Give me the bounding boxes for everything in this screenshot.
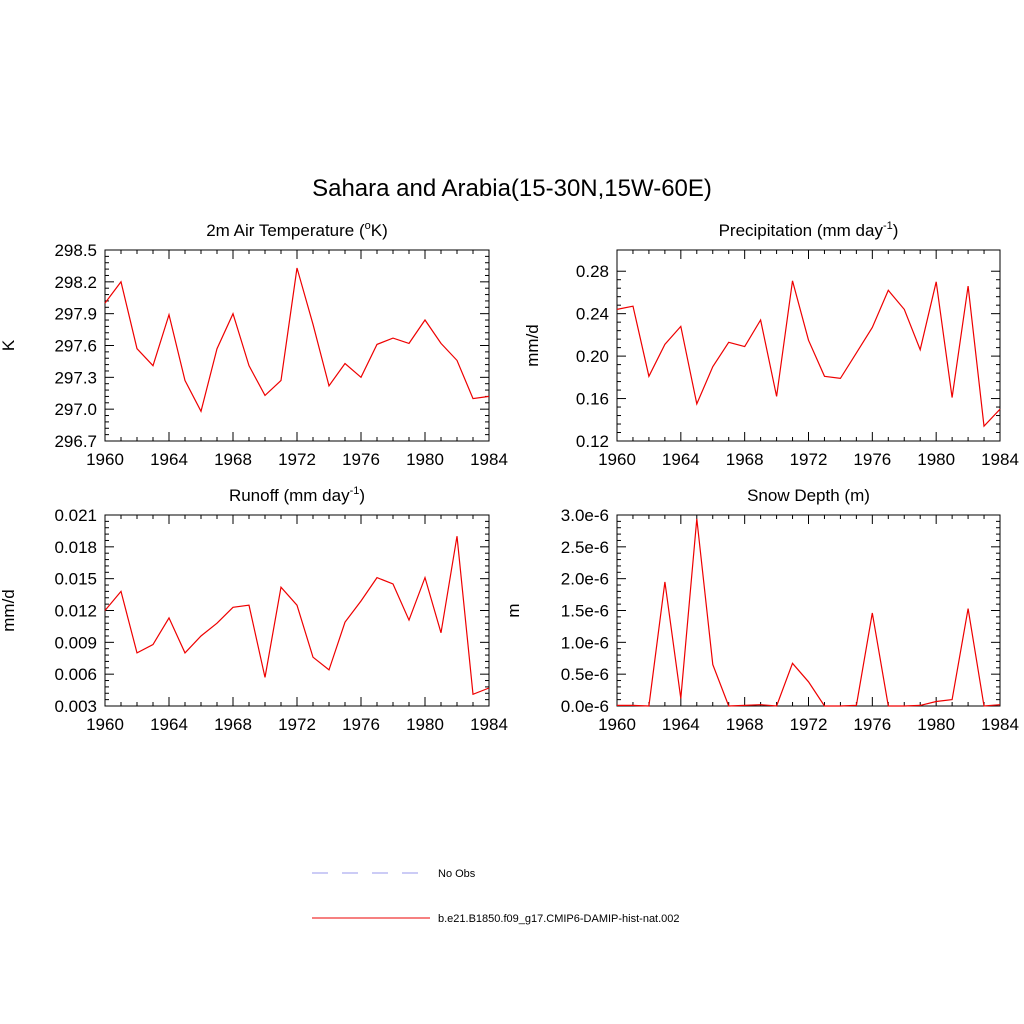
y-tick-label: 297.9 xyxy=(54,305,97,324)
plot-frame xyxy=(104,514,490,707)
panel-title: Precipitation (mm day-1) xyxy=(719,220,899,240)
series-line xyxy=(616,280,1001,428)
y-tick-label: 0.5e-6 xyxy=(561,665,609,684)
x-tick-label: 1960 xyxy=(86,450,124,469)
x-tick-label: 1976 xyxy=(853,715,891,734)
y-tick-label: 0.015 xyxy=(54,570,97,589)
y-tick-label: 297.3 xyxy=(54,368,97,387)
plot-frame xyxy=(104,249,490,442)
series-line xyxy=(617,518,1001,707)
y-tick-label: 0.28 xyxy=(576,262,609,281)
y-tick-label: 0.012 xyxy=(54,602,97,621)
x-tick-label: 1968 xyxy=(214,715,252,734)
y-tick-label: 298.5 xyxy=(54,241,97,260)
y-axis-label: K xyxy=(0,339,18,351)
x-tick-label: 1972 xyxy=(278,715,316,734)
figure-title: Sahara and Arabia(15-30N,15W-60E) xyxy=(312,175,712,202)
panel-4: Snow Depth (m) m 1960 1964 1968 1972 1976 1980 1… xyxy=(504,486,1019,734)
y-tick-label: 0.006 xyxy=(54,665,97,684)
series-line xyxy=(104,267,490,413)
y-tick-label: 0.20 xyxy=(576,347,609,366)
x-tick-label: 1980 xyxy=(917,450,955,469)
y-axis-label: m xyxy=(504,603,523,617)
y-tick-label: 0.003 xyxy=(54,697,97,716)
plot-frame xyxy=(616,514,1001,707)
y-tick-label: 1.5e-6 xyxy=(561,602,609,621)
chart-panels: 2m Air Temperature (oK) K 1960 1964 1968 1972… xyxy=(0,220,1019,734)
y-tick-label: 297.6 xyxy=(54,337,97,356)
y-tick-label: 0.24 xyxy=(576,305,609,324)
y-tick-label: 296.7 xyxy=(54,432,97,451)
x-tick-label: 1976 xyxy=(342,715,380,734)
x-tick-label: 1980 xyxy=(406,715,444,734)
x-tick-label: 1984 xyxy=(981,450,1019,469)
y-tick-label: 0.009 xyxy=(54,633,97,652)
y-tick-label: 3.0e-6 xyxy=(561,506,609,525)
y-axis-label: mm/d xyxy=(523,324,542,367)
x-tick-label: 1972 xyxy=(790,715,828,734)
y-tick-label: 0.021 xyxy=(54,506,97,525)
x-tick-label: 1972 xyxy=(278,450,316,469)
panel-2: Precipitation (mm day-1) mm/d 1960 1964 1968… xyxy=(523,220,1019,469)
x-tick-label: 1968 xyxy=(214,450,252,469)
y-axis-label: mm/d xyxy=(0,589,18,632)
y-tick-label: 2.5e-6 xyxy=(561,538,609,557)
x-tick-label: 1984 xyxy=(981,715,1019,734)
x-tick-label: 1964 xyxy=(662,715,700,734)
panel-title: Runoff (mm day-1) xyxy=(229,485,365,505)
x-tick-label: 1984 xyxy=(470,450,508,469)
x-tick-label: 1980 xyxy=(406,450,444,469)
y-tick-label: 0.12 xyxy=(576,432,609,451)
y-tick-label: 0.018 xyxy=(54,538,97,557)
legend-label-no-obs: No Obs xyxy=(438,868,476,880)
x-tick-label: 1960 xyxy=(86,715,124,734)
panel-1: 2m Air Temperature (oK) K 1960 1964 1968 1972… xyxy=(0,220,508,469)
y-tick-label: 1.0e-6 xyxy=(561,633,609,652)
series-line xyxy=(104,536,490,696)
x-tick-label: 1960 xyxy=(598,715,636,734)
x-tick-label: 1972 xyxy=(790,450,828,469)
legend-label-model: b.e21.B1850.f09_g17.CMIP6-DAMIP-hist-nat… xyxy=(438,913,680,925)
y-tick-label: 298.2 xyxy=(54,273,97,292)
y-tick-label: 0.0e-6 xyxy=(561,697,609,716)
x-tick-label: 1980 xyxy=(917,715,955,734)
y-tick-label: 297.0 xyxy=(54,400,97,419)
x-tick-label: 1984 xyxy=(470,715,508,734)
x-tick-label: 1960 xyxy=(598,450,636,469)
x-tick-label: 1968 xyxy=(726,715,764,734)
x-tick-label: 1976 xyxy=(342,450,380,469)
y-tick-label: 2.0e-6 xyxy=(561,570,609,589)
panel-title: 2m Air Temperature (oK) xyxy=(206,220,388,240)
x-tick-label: 1976 xyxy=(853,450,891,469)
x-tick-label: 1964 xyxy=(150,715,188,734)
y-tick-label: 0.16 xyxy=(576,390,609,409)
legend: No Obs b.e21.B1850.f09_g17.CMIP6-DAMIP-h… xyxy=(312,868,680,925)
panel-3: Runoff (mm day-1) mm/d 1960 1964 1968 1972 197… xyxy=(0,485,508,734)
x-tick-label: 1964 xyxy=(662,450,700,469)
plot-frame xyxy=(616,249,1001,442)
panel-title: Snow Depth (m) xyxy=(747,486,870,505)
x-tick-label: 1964 xyxy=(150,450,188,469)
x-tick-label: 1968 xyxy=(726,450,764,469)
